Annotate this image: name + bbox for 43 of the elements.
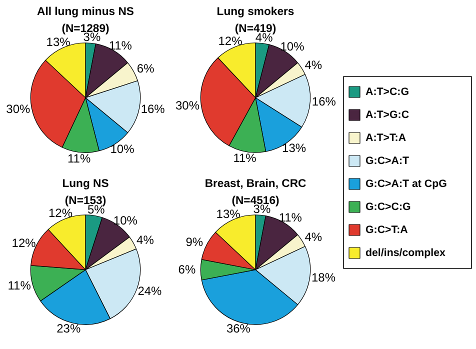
data-label: 24%	[138, 284, 162, 298]
data-label: 30%	[6, 102, 31, 116]
data-label: 10%	[110, 142, 135, 156]
data-label: 16%	[140, 102, 166, 116]
legend-label: G:C>C:G	[366, 201, 411, 213]
data-label: 12%	[12, 236, 36, 250]
legend-label: G:C>T:A	[366, 224, 408, 236]
data-label: 12%	[48, 206, 73, 220]
data-label: 11%	[278, 210, 302, 224]
chart-subtitle: (N=153)	[64, 194, 106, 207]
legend-label: del/ins/complex	[366, 247, 446, 259]
data-label: 13%	[46, 34, 71, 49]
data-label: 4%	[136, 232, 154, 247]
data-label: 36%	[226, 322, 251, 336]
data-label: 13%	[282, 141, 306, 156]
data-label: 9%	[186, 235, 204, 250]
chart-subtitle: (N=4516)	[232, 194, 280, 207]
data-label: 12%	[218, 34, 243, 48]
chart-title: All lung minus NS	[37, 6, 134, 18]
data-label: 11%	[233, 150, 257, 165]
chart-title: Breast, Brain, CRC	[204, 178, 306, 190]
data-label: 11%	[67, 151, 91, 166]
data-label: 16%	[312, 94, 336, 109]
legend-label: G:C>A:T	[366, 155, 410, 167]
data-label: 23%	[56, 322, 81, 336]
chart-title: Lung NS	[62, 178, 110, 190]
data-label: 13%	[216, 206, 241, 221]
chart-subtitle: (N=1289)	[62, 22, 110, 35]
legend-label: A:T>C:G	[366, 86, 410, 98]
data-label: 4%	[304, 58, 322, 72]
chart-title: Lung smokers	[216, 6, 294, 18]
data-label: 10%	[113, 213, 138, 228]
legend-label: A:T>T:A	[366, 132, 406, 144]
data-label: 18%	[312, 270, 336, 284]
data-label: 11%	[108, 38, 132, 52]
data-label: 11%	[8, 278, 32, 293]
legend-label: G:C>A:T at CpG	[366, 178, 447, 190]
data-label: 4%	[304, 230, 322, 244]
legend-label: A:T>G:C	[366, 109, 410, 121]
data-label: 6%	[136, 61, 155, 76]
data-label: 10%	[280, 39, 305, 54]
data-label: 6%	[178, 262, 196, 277]
data-label: 30%	[175, 98, 200, 112]
